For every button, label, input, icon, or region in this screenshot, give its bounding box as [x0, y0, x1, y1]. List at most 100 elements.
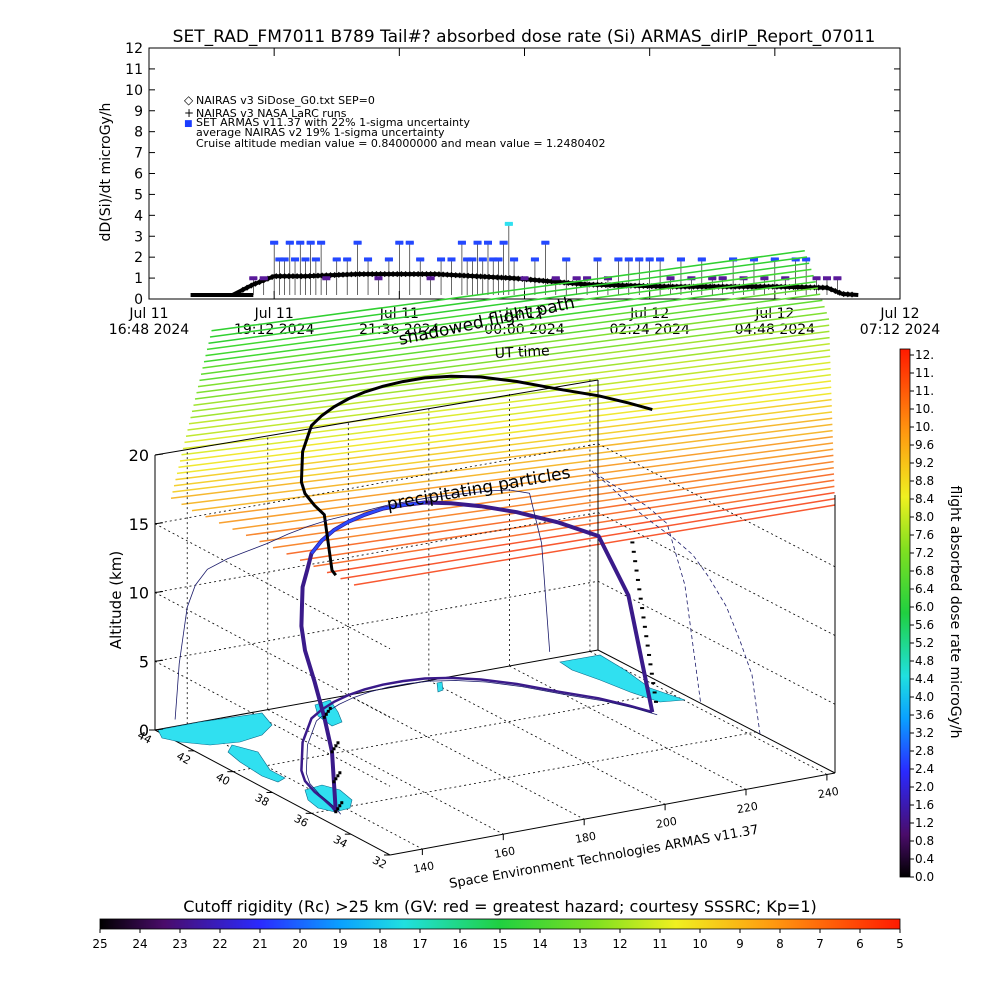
grid-lon-floor [267, 709, 504, 835]
nairas-diamond [694, 283, 701, 290]
sheet-line [206, 268, 812, 351]
nairas-diamond [536, 277, 543, 284]
grid-back [154, 580, 599, 662]
colorbar-right-tick-label: 6.8 [915, 564, 934, 578]
nairas-diamond [360, 271, 367, 278]
top-track-path [299, 374, 653, 577]
ascent-marker [336, 774, 340, 778]
ascent-marker [338, 804, 342, 808]
colorbar-right-tick-label: 4.4 [915, 672, 934, 686]
nairas-diamond [277, 273, 284, 280]
nairas-diamond [515, 275, 522, 282]
nairas-diamond [473, 273, 480, 280]
y-tick-label: 7 [134, 146, 143, 162]
altitude-tick-mark [154, 728, 164, 731]
nairas-diamond [540, 277, 547, 284]
nairas-diamond [715, 283, 722, 290]
latitude-ticks: 32 34 36 38 40 42 44 [135, 729, 390, 872]
nairas-diamond [348, 271, 355, 278]
longitude-ticks: 140 160 180 200 220 240 [412, 774, 840, 876]
nairas-diamond [828, 286, 835, 293]
altitude-tick-mark [154, 659, 164, 662]
top-flight-path [299, 374, 653, 577]
sheet-line [211, 250, 805, 332]
nairas-diamond [319, 272, 326, 279]
lat-tick-label: 40 [214, 770, 232, 788]
altitude-tick-label: 15 [129, 515, 149, 534]
flight-path [299, 500, 659, 814]
nairas-diamond [460, 272, 468, 279]
y-tick-label: 5 [134, 187, 143, 203]
land-mass-east [559, 654, 686, 703]
nairas-diamond [669, 283, 676, 290]
descent-marker [638, 597, 643, 600]
ascent-marker [324, 712, 328, 716]
legend-symbol-1: + [184, 106, 194, 120]
sheet-line [203, 281, 816, 363]
colorbar-right-tick-label: 4.0 [915, 690, 934, 704]
nairas-diamond [327, 272, 334, 279]
legend-text-1: NAIRAS v3 NASA LaRC runs [196, 107, 347, 120]
nairas-diamond [289, 273, 297, 280]
lat-tick-label: 34 [331, 833, 349, 851]
armas-points [249, 221, 842, 295]
nairas-diamond [285, 273, 292, 280]
sheet-line [340, 498, 835, 580]
colorbar-bottom-tick-label: 18 [372, 937, 387, 951]
descent-marker [634, 569, 639, 572]
altitude-tick-mark [154, 453, 164, 456]
legend-text-3: average NAIRAS v2 19% 1-sigma uncertaint… [196, 126, 445, 139]
colorbar-right-tick-label: 9.2 [915, 456, 934, 470]
ascent-marker [334, 810, 338, 814]
ascent-marker [334, 744, 338, 748]
altitude-tick-label: 0 [139, 721, 149, 740]
y-tick-label: 9 [134, 104, 143, 120]
nairas-diamond [452, 272, 459, 279]
descent-marker [635, 578, 640, 581]
sheet-line [172, 411, 833, 493]
colorbar-bottom-tick-label: 11 [652, 937, 667, 951]
y-tick-label: 1 [134, 271, 143, 287]
lat-tick-label: 38 [253, 791, 271, 809]
nairas-diamond [248, 282, 255, 289]
colorbar-right-tick-label: 4.8 [915, 654, 934, 668]
nairas-diamond [673, 283, 680, 290]
x-tick-label-line1: Jul 11 [128, 306, 168, 322]
nairas-diamond [381, 271, 388, 278]
shadow-track-path-thin [305, 680, 658, 815]
nairas-diamond [419, 271, 426, 278]
legend-text-2: SET ARMAS v11.37 with 22% 1-sigma uncert… [196, 116, 470, 129]
colorbar-right-tick-label: 8.0 [915, 510, 934, 524]
lat-tick-label: 44 [135, 729, 153, 747]
descent-marker [642, 625, 647, 628]
altitude-tick-label: 10 [129, 584, 149, 603]
sheet-line [190, 336, 830, 419]
nairas-diamond [832, 287, 839, 295]
colorbar-right-tick-label: 2.4 [915, 762, 934, 776]
nairas-diamond [310, 272, 317, 279]
descent-marker [649, 672, 654, 675]
sheet-line [205, 274, 814, 357]
nairas-diamond [498, 274, 505, 281]
nairas-diamond [485, 273, 493, 280]
altitude-tick-label: 20 [129, 446, 149, 465]
sheet-line [202, 287, 819, 369]
colorbar-bottom-tick-label: 8 [776, 937, 784, 951]
ascent-marker [330, 750, 334, 754]
ascent-marker [328, 706, 332, 710]
y-axis-label: dD(Si)/dt microGy/h [98, 103, 114, 242]
sheet-line [187, 349, 831, 431]
nairas-diamond [840, 290, 847, 298]
nairas-diamond [769, 283, 776, 290]
sheet-line [176, 392, 832, 475]
ascent-marker [334, 777, 338, 781]
nairas-diamond [335, 271, 342, 278]
legend-text-0: NAIRAS v3 SiDose_G0.txt SEP=0 [196, 94, 375, 107]
sheet-line [185, 355, 831, 437]
legend-symbol-0: ◇ [184, 93, 194, 107]
colorbar-bottom-tick-label: 20 [292, 937, 307, 951]
ascent-marker [322, 715, 326, 719]
nairas-diamond [544, 278, 551, 285]
